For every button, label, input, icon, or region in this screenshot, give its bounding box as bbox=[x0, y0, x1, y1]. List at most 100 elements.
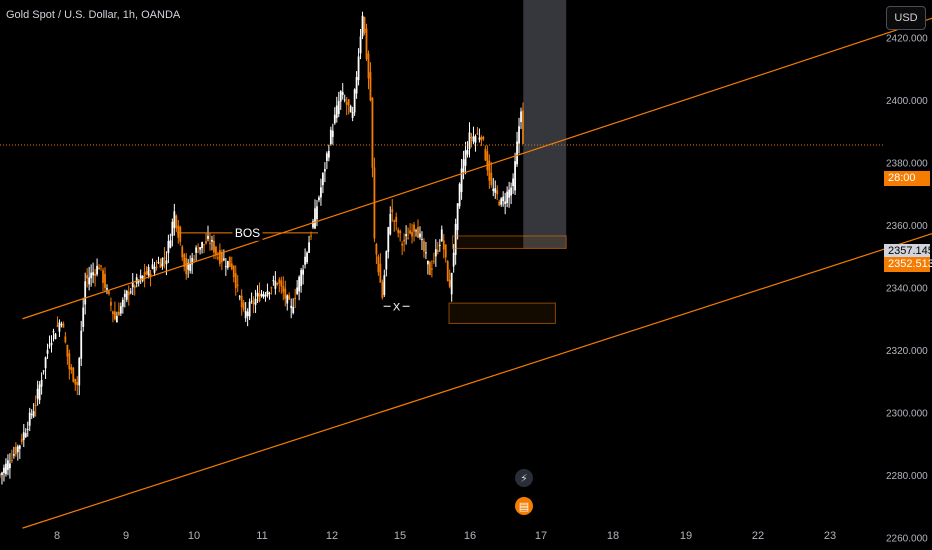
candle-body bbox=[288, 295, 291, 300]
candle-body bbox=[74, 379, 77, 385]
candle-body bbox=[468, 132, 471, 150]
candle-body bbox=[167, 240, 170, 254]
candle-body bbox=[50, 342, 53, 345]
us-flag-icon[interactable]: ▤ bbox=[515, 497, 533, 515]
candle-body bbox=[54, 333, 57, 340]
candle-body bbox=[224, 266, 227, 268]
candle-body bbox=[522, 110, 524, 144]
price-level-tag: 2352.513 bbox=[884, 257, 932, 272]
candle-body bbox=[70, 367, 73, 370]
candle-body bbox=[442, 240, 445, 250]
candle-body bbox=[320, 187, 322, 198]
time-tick-label: 11 bbox=[256, 530, 267, 542]
time-tick-label: 10 bbox=[188, 530, 200, 542]
candle-body bbox=[496, 190, 499, 195]
candle-body bbox=[407, 238, 409, 240]
candle-body bbox=[92, 272, 95, 276]
candle-body bbox=[462, 159, 465, 173]
candle-body bbox=[355, 77, 358, 94]
candle-body bbox=[28, 412, 31, 426]
lightning-icon[interactable]: ⚡ bbox=[515, 469, 533, 487]
candle-body bbox=[137, 280, 140, 283]
symbol-title: Gold Spot / U.S. Dollar, 1h, OANDA bbox=[6, 9, 181, 21]
candle-body bbox=[60, 324, 63, 326]
price-axis[interactable]: 2420.000 2400.000 2380.000 2360.000 2340.000… bbox=[886, 34, 928, 545]
candle-body bbox=[207, 235, 209, 239]
candle-body bbox=[270, 287, 273, 289]
candle-body bbox=[7, 460, 9, 470]
candle-body bbox=[427, 260, 429, 265]
candle-body bbox=[145, 271, 148, 275]
candle-body bbox=[72, 367, 75, 382]
candle-body bbox=[296, 287, 299, 295]
bos-label: BOS bbox=[235, 226, 260, 240]
candle-body bbox=[488, 160, 491, 181]
zone-lower[interactable] bbox=[448, 302, 556, 324]
candle-body bbox=[42, 370, 45, 372]
candle-body bbox=[478, 137, 481, 140]
candle-body bbox=[274, 281, 277, 289]
candle-body bbox=[209, 243, 211, 245]
candle-body bbox=[415, 230, 417, 232]
candle-body bbox=[510, 187, 513, 196]
time-tick-label: 8 bbox=[54, 530, 60, 542]
candle-body bbox=[157, 262, 160, 264]
price-tick-label: 2320.000 bbox=[886, 346, 928, 357]
candle-body bbox=[264, 295, 267, 297]
candle-body bbox=[12, 454, 15, 456]
candle-body bbox=[329, 129, 332, 145]
candle-body bbox=[258, 293, 261, 302]
lower-channel[interactable] bbox=[22, 178, 932, 529]
candle-body bbox=[393, 220, 396, 222]
candle-body bbox=[480, 136, 483, 141]
upper-channel[interactable] bbox=[22, 0, 932, 320]
candle-body bbox=[472, 136, 475, 142]
candle-body bbox=[226, 261, 229, 268]
candle-body bbox=[318, 197, 320, 201]
candle-body bbox=[230, 263, 233, 270]
candle-body bbox=[0, 474, 1, 476]
bar-timer-tag: 28:00 bbox=[884, 171, 930, 186]
candle-body bbox=[343, 99, 346, 101]
candle-body bbox=[252, 302, 255, 305]
candle-body bbox=[434, 249, 437, 257]
candle-body bbox=[62, 323, 65, 328]
position-box[interactable] bbox=[523, 0, 567, 249]
candle-body bbox=[452, 252, 455, 267]
candle-body bbox=[411, 232, 413, 237]
candle-body bbox=[458, 183, 461, 207]
candle-body bbox=[425, 252, 427, 254]
candle-body bbox=[292, 306, 295, 313]
price-tick-label: 2300.000 bbox=[886, 409, 928, 420]
candle-body bbox=[367, 53, 370, 79]
candle-body bbox=[506, 191, 509, 204]
zone-upper[interactable] bbox=[452, 235, 567, 249]
candle-body bbox=[260, 294, 263, 297]
candle-body bbox=[361, 15, 364, 37]
candle-body bbox=[371, 97, 374, 168]
candle-body bbox=[64, 336, 67, 343]
currency-button[interactable]: USD bbox=[886, 6, 926, 30]
candle-body bbox=[153, 267, 156, 273]
candle-body bbox=[16, 446, 19, 453]
candle-body bbox=[40, 379, 43, 387]
candle-body bbox=[401, 244, 404, 246]
candle-body bbox=[498, 201, 501, 206]
candle-body bbox=[117, 311, 120, 316]
candle-body bbox=[304, 256, 306, 265]
candle-body bbox=[222, 258, 225, 261]
candle-body bbox=[56, 325, 59, 327]
candle-body bbox=[345, 102, 348, 105]
candle-body bbox=[448, 279, 451, 287]
candle-body bbox=[385, 251, 388, 270]
candle-body bbox=[470, 137, 473, 139]
candle-body bbox=[147, 267, 150, 276]
candle-body bbox=[20, 438, 23, 442]
price-tick-label: 2280.000 bbox=[886, 471, 928, 482]
candle-body bbox=[365, 28, 368, 60]
time-axis[interactable]: 8 9 10 11 12 15 16 17 18 19 22 23 bbox=[54, 530, 836, 542]
candle-body bbox=[254, 298, 257, 305]
candle-body bbox=[486, 151, 489, 171]
candle-body bbox=[112, 311, 114, 315]
